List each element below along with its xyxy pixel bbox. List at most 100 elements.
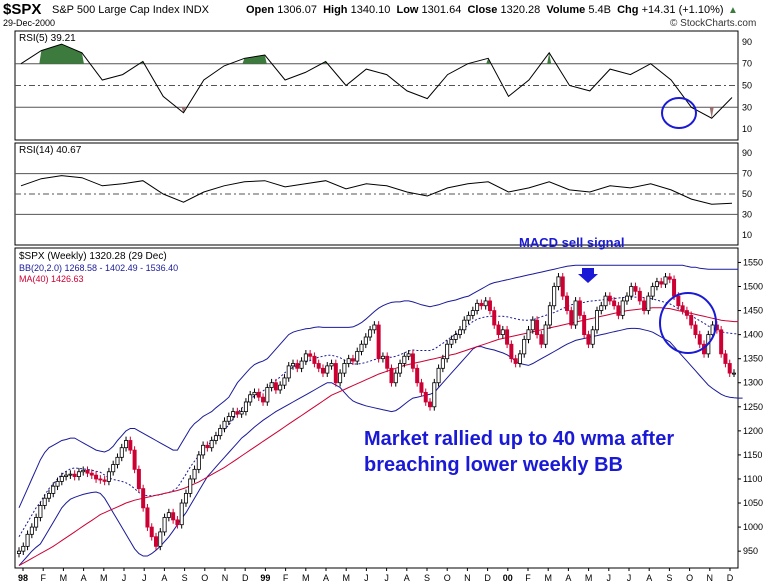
candle-body	[457, 329, 462, 336]
x-tick-label: 00	[503, 573, 513, 583]
candle-body	[282, 377, 287, 386]
candle-body	[269, 382, 274, 388]
price-tick-label: 1300	[743, 378, 763, 388]
candle-body	[368, 329, 373, 338]
x-tick-label: J	[122, 573, 127, 583]
candle-body	[145, 507, 150, 528]
candle-body	[693, 324, 698, 336]
candle-body	[710, 324, 715, 336]
candle-body	[338, 372, 343, 384]
candle-body	[46, 493, 51, 499]
x-tick-label: O	[686, 573, 693, 583]
x-tick-label: O	[444, 573, 451, 583]
x-tick-label: D	[242, 573, 249, 583]
candle-body	[667, 276, 672, 280]
candle-body	[166, 512, 171, 518]
candle-body	[222, 420, 227, 429]
rsi-tick-label: 50	[742, 189, 752, 199]
candle-body	[577, 300, 582, 316]
candle-body	[329, 363, 334, 367]
candle-body	[124, 440, 129, 449]
candle-body	[432, 382, 437, 408]
candle-body	[325, 365, 330, 374]
candle-body	[436, 367, 441, 384]
candle-body	[308, 353, 313, 357]
candle-body	[350, 358, 355, 362]
price-tick-label: 1000	[743, 522, 763, 532]
rsi-overbought-fill	[486, 58, 491, 64]
sell-arrow-icon	[578, 268, 598, 283]
x-tick-label: N	[464, 573, 471, 583]
candle-body	[342, 363, 347, 374]
candle-body	[64, 474, 69, 477]
rsi-line	[20, 43, 733, 119]
candle-body	[295, 363, 300, 369]
price-tick-label: 1550	[743, 257, 763, 267]
candle-body	[526, 329, 531, 340]
price-tick-label: 1500	[743, 281, 763, 291]
candle-body	[380, 355, 385, 360]
x-tick-label: 98	[18, 573, 28, 583]
candle-body	[363, 336, 368, 345]
price-tick-label: 1050	[743, 498, 763, 508]
candle-body	[723, 353, 728, 364]
candle-body	[196, 454, 201, 470]
candle-body	[149, 526, 154, 538]
candle-body	[479, 302, 484, 307]
x-tick-label: O	[201, 573, 208, 583]
x-tick-label: F	[283, 573, 289, 583]
candle-body	[154, 536, 159, 547]
candle-body	[226, 416, 231, 422]
index-name: S&P 500 Large Cap Index INDX	[52, 4, 209, 16]
price-circle	[659, 292, 717, 354]
rsi-overbought-fill	[547, 52, 552, 64]
candle-body	[252, 391, 257, 396]
x-tick-label: S	[182, 573, 188, 583]
candle-body	[462, 319, 467, 331]
candle-body	[552, 286, 557, 307]
candle-body	[449, 339, 454, 345]
candle-body	[132, 449, 137, 470]
candle-body	[231, 411, 236, 417]
candle-body	[603, 295, 608, 307]
x-tick-label: J	[384, 573, 389, 583]
price-tick-label: 1250	[743, 402, 763, 412]
x-tick-label: A	[565, 573, 571, 583]
candle-body	[355, 351, 360, 362]
candle-body	[179, 502, 184, 526]
candle-body	[496, 324, 501, 336]
candle-body	[218, 428, 223, 437]
x-tick-label: J	[142, 573, 147, 583]
candle-body	[607, 295, 612, 302]
credit: © StockCharts.com	[670, 18, 757, 29]
candle-body	[646, 295, 651, 311]
candle-body	[689, 314, 694, 326]
candle-body	[256, 391, 261, 398]
candle-body	[316, 363, 321, 369]
candle-body	[213, 435, 218, 441]
candle-body	[492, 310, 497, 326]
x-tick-label: 99	[260, 573, 270, 583]
candle-body	[192, 468, 197, 480]
candle-body	[732, 372, 737, 375]
candle-body	[569, 310, 574, 326]
price-tick-label: 1400	[743, 330, 763, 340]
candle-body	[320, 367, 325, 374]
rsi-title: RSI(14) 40.67	[19, 145, 82, 156]
candle-body	[243, 401, 248, 413]
candle-body	[466, 314, 471, 321]
x-tick-label: M	[60, 573, 68, 583]
x-tick-label: D	[484, 573, 491, 583]
candle-body	[590, 329, 595, 345]
candle-body	[616, 305, 621, 316]
candle-body	[102, 479, 107, 482]
candle-body	[261, 396, 266, 403]
candle-body	[239, 411, 244, 415]
candle-body	[423, 391, 428, 403]
rsi-tick-label: 50	[742, 81, 752, 91]
candle-body	[346, 358, 351, 364]
candle-body	[428, 401, 433, 408]
candle-body	[543, 324, 548, 345]
x-tick-label: S	[666, 573, 672, 583]
candle-body	[659, 281, 664, 285]
